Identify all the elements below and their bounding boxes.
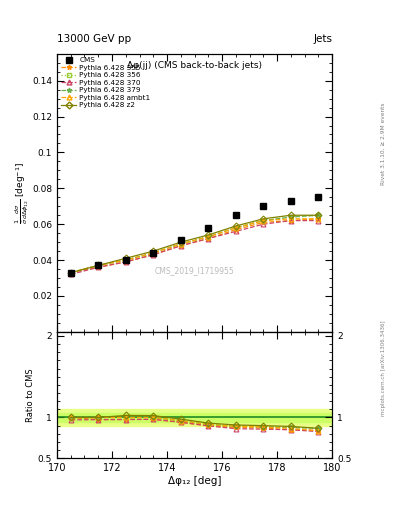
Bar xyxy=(57,413,332,421)
Text: Jets: Jets xyxy=(313,33,332,44)
Text: Rivet 3.1.10, ≥ 2.9M events: Rivet 3.1.10, ≥ 2.9M events xyxy=(381,102,386,185)
Text: mcplots.cern.ch [arXiv:1306.3436]: mcplots.cern.ch [arXiv:1306.3436] xyxy=(381,321,386,416)
Legend: CMS, Pythia 6.428 355, Pythia 6.428 356, Pythia 6.428 370, Pythia 6.428 379, Pyt: CMS, Pythia 6.428 355, Pythia 6.428 356,… xyxy=(59,56,152,110)
Text: Δφ(jj) (CMS back-to-back jets): Δφ(jj) (CMS back-to-back jets) xyxy=(127,61,262,70)
Text: 13000 GeV pp: 13000 GeV pp xyxy=(57,33,131,44)
Bar xyxy=(57,409,332,425)
Text: CMS_2019_I1719955: CMS_2019_I1719955 xyxy=(155,266,234,275)
Y-axis label: $\frac{1}{\bar{\sigma}}\frac{d\sigma}{d\Delta\phi_{12}}$ [deg$^{-1}$]: $\frac{1}{\bar{\sigma}}\frac{d\sigma}{d\… xyxy=(13,162,31,224)
Y-axis label: Ratio to CMS: Ratio to CMS xyxy=(26,368,35,422)
X-axis label: Δφ₁₂ [deg]: Δφ₁₂ [deg] xyxy=(168,476,221,486)
